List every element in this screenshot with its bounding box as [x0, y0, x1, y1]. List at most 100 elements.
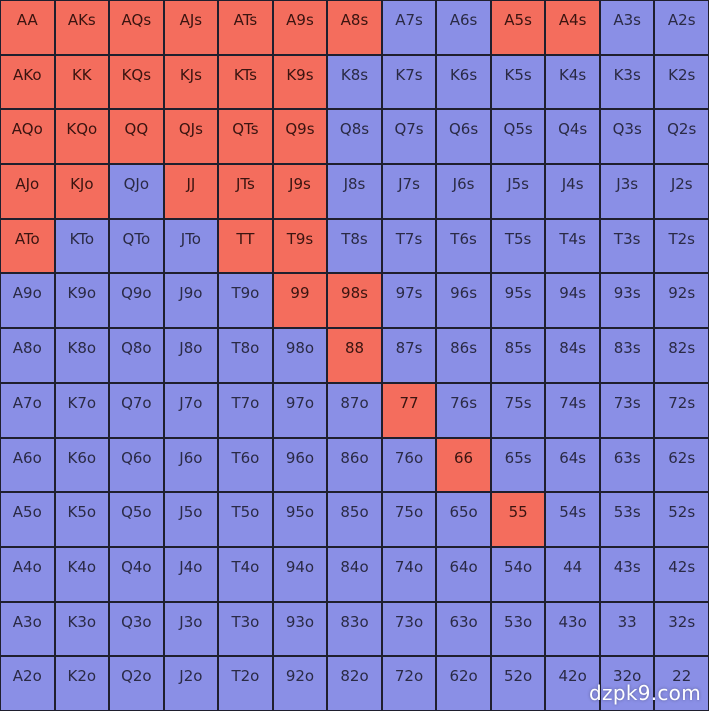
hand-cell: 94s: [546, 274, 599, 328]
hand-cell: J7o: [164, 383, 218, 437]
hand-cell: 82o: [328, 657, 381, 710]
hand-cell: QJs: [164, 110, 218, 164]
hand-cell: 86s: [437, 329, 490, 382]
hand-cell: 82s: [655, 329, 708, 382]
hand-cell: JTo: [164, 219, 218, 273]
hand-cell: TT: [219, 219, 272, 273]
hand-cell: J8s: [328, 165, 381, 218]
hand-cell: T8s: [328, 219, 381, 273]
hand-cell: T4o: [219, 547, 272, 601]
hand-cell: J6o: [164, 438, 218, 492]
hand-cell: 84s: [546, 329, 599, 382]
hand-cell: KTo: [55, 219, 109, 273]
hand-cell: A4o: [1, 547, 54, 601]
hand-cell: 44: [546, 547, 599, 601]
hand-cell: A9o: [1, 274, 54, 328]
hand-cell: 83o: [328, 602, 381, 656]
site-watermark: dzpk9.com: [589, 681, 701, 705]
hand-cell: A2o: [1, 657, 54, 710]
hand-cell: A6s: [437, 1, 490, 54]
hand-cell: J2o: [164, 657, 218, 710]
hand-cell: JTs: [219, 165, 272, 218]
hand-cell: QQ: [110, 110, 163, 164]
hand-cell: AQo: [1, 110, 54, 164]
hand-cell: K4o: [55, 547, 109, 601]
hand-cell: T8o: [219, 329, 272, 382]
hand-cell: 33: [600, 602, 654, 656]
hand-cell: K9s: [273, 55, 327, 109]
hand-cell: 99: [273, 274, 327, 328]
hand-cell: 74s: [546, 383, 599, 437]
hand-cell: 96s: [437, 274, 490, 328]
hand-cell: 76o: [382, 438, 436, 492]
hand-cell: ATo: [1, 219, 54, 273]
hand-cell: T2s: [655, 219, 708, 273]
hand-cell: 83s: [600, 329, 654, 382]
hand-cell: A2s: [655, 1, 708, 54]
hand-cell: T6o: [219, 438, 272, 492]
hand-cell: K9o: [55, 274, 109, 328]
hand-cell: 64o: [437, 547, 490, 601]
hand-cell: 32s: [655, 602, 708, 656]
hand-cell: K7o: [55, 383, 109, 437]
hand-cell: 74o: [382, 547, 436, 601]
hand-cell: K3s: [600, 55, 654, 109]
hand-cell: J9s: [273, 165, 327, 218]
hand-cell: 95s: [491, 274, 545, 328]
hand-cell: JJ: [164, 165, 218, 218]
hand-cell: 62o: [437, 657, 490, 710]
hand-cell: A6o: [1, 438, 54, 492]
hand-cell: Q2s: [655, 110, 708, 164]
hand-cell: 75s: [491, 383, 545, 437]
hand-cell: 42s: [655, 547, 708, 601]
hand-cell: Q2o: [110, 657, 163, 710]
hand-cell: 92o: [273, 657, 327, 710]
hand-cell: AKo: [1, 55, 54, 109]
hand-cell: 93o: [273, 602, 327, 656]
hand-cell: AJo: [1, 165, 54, 218]
hand-cell: Q8o: [110, 329, 163, 382]
hand-cell: Q6s: [437, 110, 490, 164]
hand-cell: 22: [655, 657, 708, 710]
hand-cell: 62s: [655, 438, 708, 492]
hand-cell: K5s: [491, 55, 545, 109]
hand-cell: T7s: [382, 219, 436, 273]
hand-cell: 43s: [600, 547, 654, 601]
hand-cell: AJs: [164, 1, 218, 54]
hand-cell: K8o: [55, 329, 109, 382]
hand-cell: Q3o: [110, 602, 163, 656]
hand-cell: A3s: [600, 1, 654, 54]
hand-cell: 54o: [491, 547, 545, 601]
hand-cell: 73o: [382, 602, 436, 656]
hand-cell: Q7o: [110, 383, 163, 437]
hand-cell: J4s: [546, 165, 599, 218]
hand-cell: A5o: [1, 493, 54, 546]
hand-cell: 72s: [655, 383, 708, 437]
hand-cell: A9s: [273, 1, 327, 54]
hand-cell: 55: [491, 493, 545, 546]
hand-cell: KTs: [219, 55, 272, 109]
hand-cell: 92s: [655, 274, 708, 328]
hand-cell: A8s: [328, 1, 381, 54]
hand-cell: 73s: [600, 383, 654, 437]
hand-cell: A3o: [1, 602, 54, 656]
hand-cell: KQs: [110, 55, 163, 109]
hand-cell: AQs: [110, 1, 163, 54]
hand-cell: K2o: [55, 657, 109, 710]
hand-cell: K3o: [55, 602, 109, 656]
hand-cell: T7o: [219, 383, 272, 437]
hand-cell: 52s: [655, 493, 708, 546]
hand-cell: K8s: [328, 55, 381, 109]
hand-cell: 84o: [328, 547, 381, 601]
hand-cell: Q6o: [110, 438, 163, 492]
hand-cell: J6s: [437, 165, 490, 218]
hand-cell: QTs: [219, 110, 272, 164]
hand-cell: K4s: [546, 55, 599, 109]
hand-cell: Q5s: [491, 110, 545, 164]
hand-cell: 63o: [437, 602, 490, 656]
hand-cell: J5o: [164, 493, 218, 546]
hand-cell: T3s: [600, 219, 654, 273]
hand-cell: A8o: [1, 329, 54, 382]
hand-cell: 63s: [600, 438, 654, 492]
hand-cell: T2o: [219, 657, 272, 710]
